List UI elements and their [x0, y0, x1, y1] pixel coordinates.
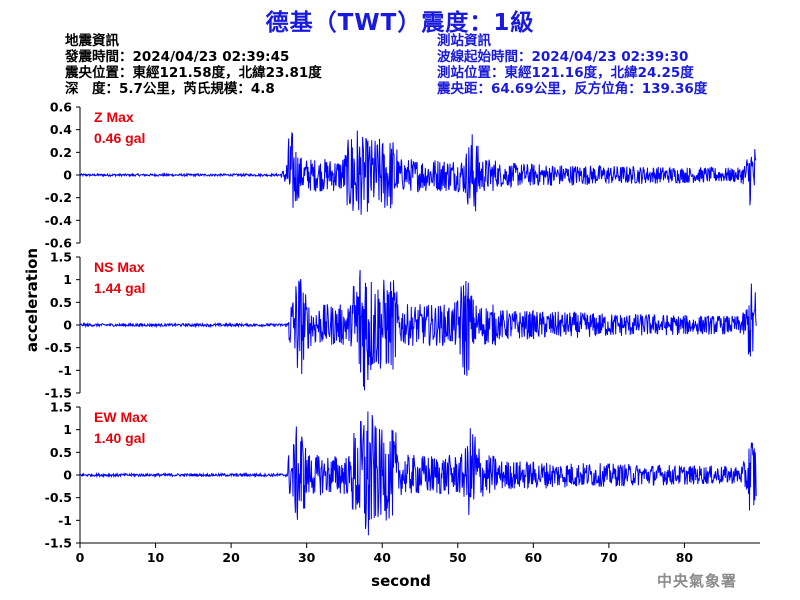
max-label-ns: NS Max: [94, 259, 145, 275]
y-tick-label-ew: 1: [63, 422, 72, 437]
y-axis-label: acceleration: [23, 248, 41, 352]
x-tick-label: 80: [676, 550, 694, 565]
y-tick-label-ns: -1.5: [45, 386, 72, 401]
x-tick-label: 70: [600, 550, 618, 565]
y-tick-label-ew: -1.5: [45, 536, 72, 551]
chart-title: 德基（TWT）震度：1級: [265, 10, 535, 36]
max-label-z: Z Max: [94, 109, 134, 125]
x-axis-label: second: [371, 572, 431, 590]
y-tick-label-ns: 1.5: [50, 250, 72, 265]
station-location: 測站位置：東經121.16度，北緯24.25度: [437, 65, 694, 81]
waveform-trace-ew: [79, 411, 757, 536]
y-tick-label-z: -0.6: [45, 236, 73, 251]
max-value-label-ew: 1.40 gal: [94, 430, 145, 446]
earthquake-info-header: 地震資訊: [65, 33, 119, 49]
y-tick-label-ew: -0.5: [45, 490, 72, 505]
x-tick-label: 10: [147, 550, 165, 565]
y-tick-label-z: 0: [63, 168, 72, 183]
x-tick-label: 30: [298, 550, 316, 565]
y-tick-label-ew: -1: [58, 513, 72, 528]
depth-magnitude: 深 度：5.7公里，芮氏規模：4.8: [65, 81, 275, 97]
origin-time: 發震時間：2024/04/23 02:39:45: [65, 49, 290, 65]
waveform-trace-ns: [79, 269, 757, 391]
x-tick-label: 0: [76, 550, 85, 565]
y-tick-label-z: 0.6: [50, 100, 72, 115]
y-tick-label-ew: 0: [63, 468, 72, 483]
waveform-start-time: 波線起始時間：2024/04/23 02:39:30: [437, 49, 689, 65]
y-tick-label-ns: -0.5: [45, 340, 72, 355]
y-tick-label-z: 0.2: [50, 145, 72, 160]
y-tick-label-ns: 1: [63, 272, 72, 287]
y-tick-label-ns: 0.5: [50, 295, 72, 310]
y-tick-label-z: 0.4: [50, 122, 72, 137]
max-value-label-z: 0.46 gal: [94, 130, 145, 146]
max-label-ew: EW Max: [94, 409, 148, 425]
y-tick-label-ns: -1: [58, 363, 72, 378]
cwa-watermark: 中央氣象署: [657, 572, 738, 590]
y-tick-label-z: -0.4: [45, 213, 73, 228]
y-tick-label-ns: 0: [63, 318, 72, 333]
station-info-header: 測站資訊: [437, 33, 491, 49]
x-tick-label: 40: [374, 550, 392, 565]
x-tick-label: 20: [222, 550, 240, 565]
x-tick-label: 50: [449, 550, 467, 565]
epicentral-distance: 震央距：64.69公里，反方位角：139.36度: [437, 81, 708, 97]
waveform-trace-z: [79, 130, 757, 215]
max-value-label-ns: 1.44 gal: [94, 280, 145, 296]
x-tick-label: 60: [525, 550, 543, 565]
y-tick-label-z: -0.2: [45, 190, 72, 205]
station-info-block: 測站資訊 波線起始時間：2024/04/23 02:39:30 測站位置：東經1…: [437, 33, 707, 97]
earthquake-info-block: 地震資訊 發震時間：2024/04/23 02:39:45 震央位置：東經121…: [65, 33, 322, 97]
y-tick-label-ew: 1.5: [50, 400, 72, 415]
y-tick-label-ew: 0.5: [50, 445, 72, 460]
epicenter-location: 震央位置：東經121.58度，北緯23.81度: [65, 65, 322, 81]
